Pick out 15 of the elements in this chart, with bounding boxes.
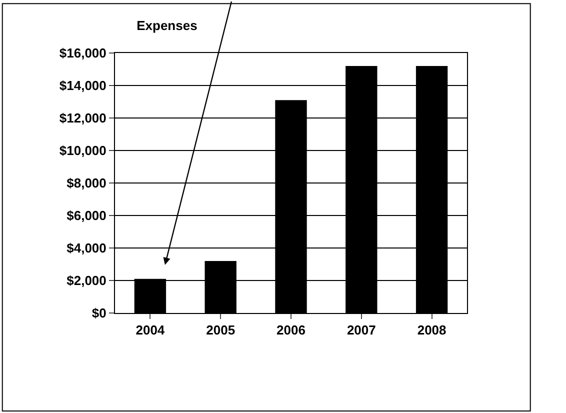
y-tick-label: $8,000 [66, 176, 106, 191]
x-tick-label: 2008 [417, 322, 446, 338]
y-tick-label: $2,000 [66, 273, 106, 288]
y-tick-label: $6,000 [66, 208, 106, 224]
x-tick-label: 2005 [206, 322, 236, 338]
x-tick-label: 2004 [136, 322, 166, 338]
x-tick-label: 2007 [346, 322, 376, 338]
y-tick-label: $14,000 [59, 78, 106, 94]
y-tick-label: $0 [92, 306, 106, 321]
chart-title: Expenses [136, 18, 198, 33]
x-tick-label: 2006 [276, 322, 306, 338]
y-tick-label: $10,000 [59, 143, 106, 158]
y-tick-label: $16,000 [59, 46, 106, 61]
y-tick-label: $4,000 [66, 240, 106, 256]
y-tick-label: $12,000 [59, 110, 106, 126]
